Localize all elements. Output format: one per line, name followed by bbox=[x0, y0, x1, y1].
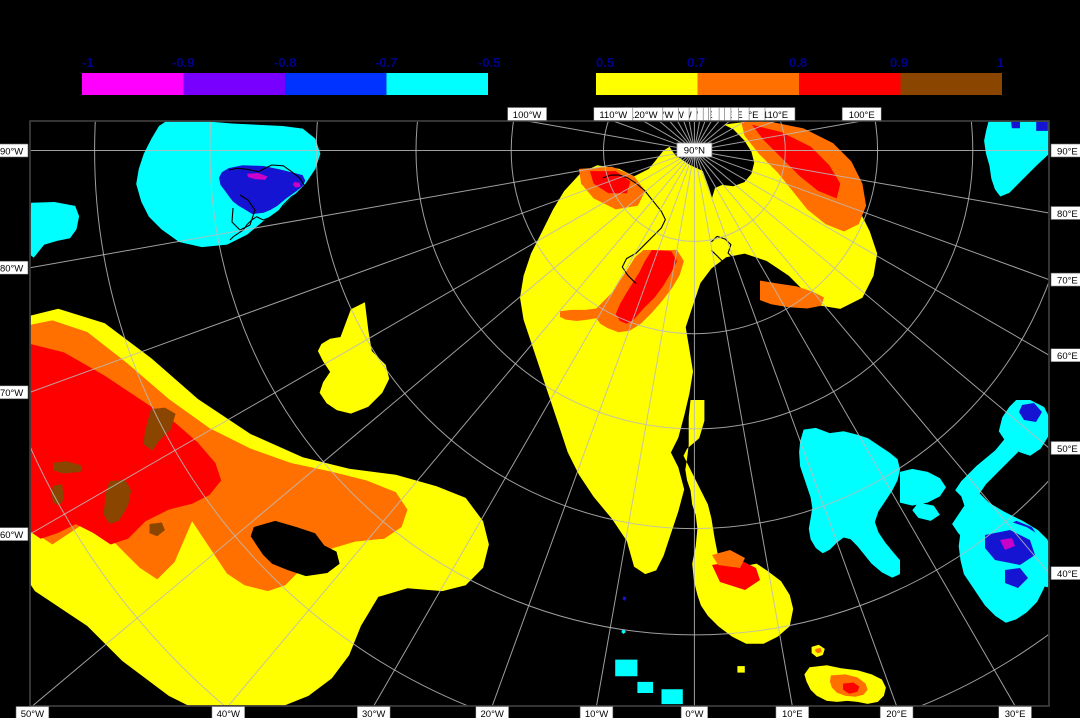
svg-text:20°W: 20°W bbox=[481, 709, 504, 718]
svg-text:90°W: 90°W bbox=[0, 146, 23, 157]
svg-text:30°W: 30°W bbox=[362, 709, 385, 718]
svg-text:110°E: 110°E bbox=[763, 110, 788, 121]
svg-text:40°W: 40°W bbox=[217, 709, 240, 718]
svg-text:10°W: 10°W bbox=[585, 709, 608, 718]
svg-text:0.9: 0.9 bbox=[890, 55, 908, 70]
svg-text:40°E: 40°E bbox=[1057, 569, 1078, 580]
svg-text:1: 1 bbox=[997, 55, 1004, 70]
svg-text:50°W: 50°W bbox=[21, 709, 44, 718]
svg-text:-1: -1 bbox=[82, 55, 94, 70]
svg-text:60°E: 60°E bbox=[1057, 351, 1078, 362]
svg-text:120°W: 120°W bbox=[629, 110, 658, 121]
svg-text:90°E: 90°E bbox=[1057, 146, 1078, 157]
svg-text:0.7: 0.7 bbox=[687, 55, 705, 70]
svg-text:50°E: 50°E bbox=[1057, 444, 1078, 455]
svg-text:100°W: 100°W bbox=[513, 110, 542, 121]
svg-text:-0.5: -0.5 bbox=[478, 55, 500, 70]
svg-text:100°E: 100°E bbox=[849, 110, 875, 121]
svg-text:70°E: 70°E bbox=[1057, 275, 1078, 286]
svg-text:-0.9: -0.9 bbox=[172, 55, 194, 70]
svg-text:20°E: 20°E bbox=[886, 709, 907, 718]
svg-text:110°W: 110°W bbox=[599, 110, 627, 121]
svg-text:80°W: 80°W bbox=[0, 264, 23, 275]
svg-text:60°W: 60°W bbox=[0, 530, 23, 541]
svg-text:0°W: 0°W bbox=[685, 709, 703, 718]
svg-text:-0.8: -0.8 bbox=[274, 55, 296, 70]
svg-text:10°E: 10°E bbox=[782, 709, 803, 718]
svg-text:80°E: 80°E bbox=[1057, 209, 1078, 220]
svg-text:0.5: 0.5 bbox=[596, 55, 614, 70]
svg-text:90°N: 90°N bbox=[684, 145, 705, 156]
svg-text:70°W: 70°W bbox=[0, 388, 23, 399]
svg-text:30°E: 30°E bbox=[1005, 709, 1026, 718]
svg-text:-0.7: -0.7 bbox=[375, 55, 397, 70]
svg-text:0.8: 0.8 bbox=[789, 55, 807, 70]
